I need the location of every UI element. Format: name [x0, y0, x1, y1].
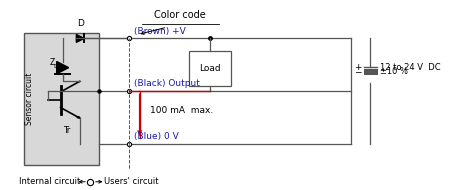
- Text: 12 to 24 V  DC: 12 to 24 V DC: [380, 63, 441, 72]
- Text: Load: Load: [199, 64, 221, 73]
- Polygon shape: [77, 117, 80, 118]
- Polygon shape: [57, 62, 69, 74]
- Bar: [189, 51, 231, 86]
- Text: D: D: [54, 64, 58, 69]
- Text: Z: Z: [50, 59, 55, 67]
- Text: Internal circuit: Internal circuit: [19, 177, 81, 186]
- Text: (Blue) 0 V: (Blue) 0 V: [134, 132, 179, 141]
- Text: Tr: Tr: [63, 126, 70, 135]
- Text: Users' circuit: Users' circuit: [104, 177, 158, 186]
- Polygon shape: [76, 34, 84, 42]
- Text: D: D: [77, 19, 84, 28]
- Text: (Black) Output: (Black) Output: [134, 79, 200, 88]
- Text: Color code: Color code: [154, 10, 206, 20]
- Bar: [24, 33, 99, 165]
- Text: (Brown) +V: (Brown) +V: [134, 27, 186, 36]
- Text: +: +: [354, 63, 362, 72]
- Text: ±10 %: ±10 %: [380, 67, 408, 76]
- Text: 100 mA  max.: 100 mA max.: [150, 106, 214, 115]
- Text: Sensor circuit: Sensor circuit: [25, 73, 34, 125]
- Text: −: −: [354, 67, 362, 76]
